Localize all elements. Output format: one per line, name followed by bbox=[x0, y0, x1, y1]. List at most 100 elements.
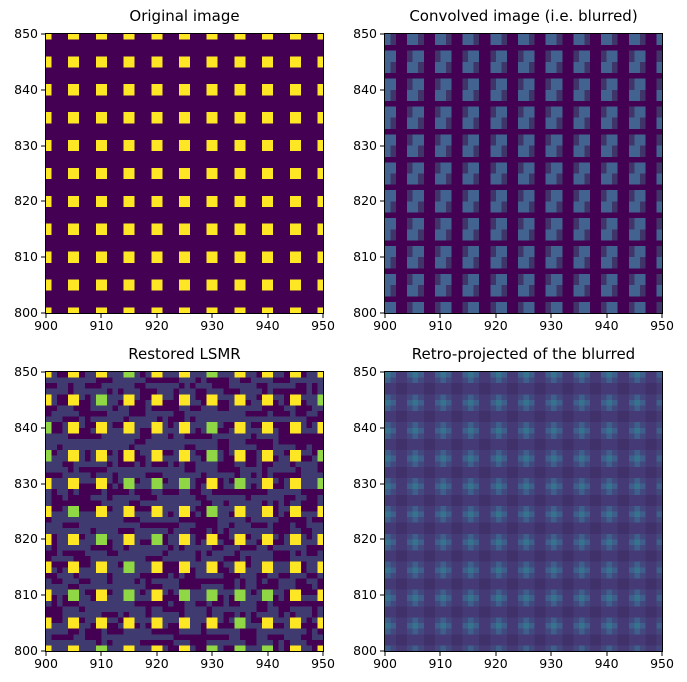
x-tick-label: 940 bbox=[255, 656, 280, 671]
x-tick-mark bbox=[439, 314, 441, 318]
y-tick-mark bbox=[41, 483, 45, 485]
x-tick-label: 910 bbox=[89, 318, 114, 333]
x-tick-mark bbox=[661, 652, 663, 656]
y-tick-label: 810 bbox=[353, 249, 377, 265]
x-tick-mark bbox=[384, 314, 386, 318]
y-tick-mark bbox=[380, 427, 384, 429]
y-tick-label: 850 bbox=[14, 26, 38, 41]
x-tick-label: 920 bbox=[483, 656, 508, 671]
x-tick-label: 900 bbox=[373, 318, 397, 333]
y-tick-mark bbox=[41, 33, 45, 35]
y-tick-mark bbox=[380, 650, 384, 652]
y-tick-mark bbox=[41, 200, 45, 202]
x-tick-mark bbox=[322, 652, 324, 656]
x-tick-mark bbox=[322, 314, 324, 318]
original-image-heatmap bbox=[46, 34, 323, 313]
x-tick-label: 900 bbox=[373, 656, 397, 671]
x-tick-mark bbox=[439, 652, 441, 656]
x-tick-label: 940 bbox=[255, 318, 280, 333]
y-tick-mark bbox=[380, 371, 384, 373]
x-tick-label: 950 bbox=[650, 318, 674, 333]
restored-lsmr-heatmap bbox=[46, 372, 323, 651]
x-tick-mark bbox=[661, 314, 663, 318]
x-tick-label: 910 bbox=[428, 318, 453, 333]
y-tick-label: 830 bbox=[14, 475, 38, 491]
x-tick-mark bbox=[267, 652, 269, 656]
x-tick-mark bbox=[384, 652, 386, 656]
x-tick-mark bbox=[267, 314, 269, 318]
y-tick-mark bbox=[41, 594, 45, 596]
subplot-retro-projected: Retro-projected of the blurred 900 910 920… bbox=[353, 345, 674, 671]
y-tick-mark bbox=[41, 312, 45, 314]
y-tick-label: 830 bbox=[353, 137, 377, 153]
y-tick-mark bbox=[380, 594, 384, 596]
x-tick-mark bbox=[606, 314, 608, 318]
x-tick-mark bbox=[45, 652, 47, 656]
y-tick-label: 810 bbox=[14, 587, 38, 603]
y-tick-label: 840 bbox=[353, 419, 377, 435]
y-tick-mark bbox=[41, 256, 45, 258]
subplot-convolved: Convolved image (i.e. blurred) 900 910 920… bbox=[353, 7, 674, 333]
x-tick-label: 920 bbox=[483, 318, 508, 333]
x-tick-mark bbox=[156, 314, 158, 318]
y-tick-label: 820 bbox=[353, 193, 377, 209]
subplot-original: Original image 900 910 920 930 940 950 850 840 8… bbox=[14, 7, 335, 333]
y-tick-mark bbox=[380, 483, 384, 485]
plot-title-convolved: Convolved image (i.e. blurred) bbox=[409, 7, 638, 25]
x-tick-label: 900 bbox=[34, 656, 58, 671]
plot-title-retro-projected: Retro-projected of the blurred bbox=[411, 345, 636, 363]
x-tick-mark bbox=[100, 314, 102, 318]
x-tick-label: 920 bbox=[144, 656, 169, 671]
y-tick-mark bbox=[380, 538, 384, 540]
y-tick-label: 840 bbox=[14, 419, 38, 435]
y-tick-label: 810 bbox=[353, 587, 377, 603]
x-tick-label: 930 bbox=[539, 656, 564, 671]
y-tick-label: 830 bbox=[353, 475, 377, 491]
y-tick-mark bbox=[41, 145, 45, 147]
y-tick-mark bbox=[41, 650, 45, 652]
retro-projected-heatmap bbox=[385, 372, 662, 651]
x-tick-label: 950 bbox=[311, 656, 335, 671]
x-tick-label: 940 bbox=[594, 656, 619, 671]
x-tick-mark bbox=[495, 314, 497, 318]
y-tick-mark bbox=[380, 89, 384, 91]
x-tick-label: 950 bbox=[311, 318, 335, 333]
y-tick-label: 840 bbox=[353, 81, 377, 97]
y-tick-label: 820 bbox=[353, 531, 377, 547]
x-tick-mark bbox=[100, 652, 102, 656]
y-tick-mark bbox=[380, 145, 384, 147]
plot-title-restored-lsmr: Restored LSMR bbox=[128, 345, 241, 363]
x-tick-label: 910 bbox=[428, 656, 453, 671]
y-tick-label: 850 bbox=[353, 364, 377, 379]
x-tick-label: 930 bbox=[539, 318, 564, 333]
x-tick-mark bbox=[606, 652, 608, 656]
y-tick-label: 840 bbox=[14, 81, 38, 97]
y-tick-label: 800 bbox=[14, 643, 38, 658]
y-tick-mark bbox=[41, 427, 45, 429]
y-tick-label: 820 bbox=[14, 193, 38, 209]
x-tick-mark bbox=[156, 652, 158, 656]
x-tick-label: 930 bbox=[200, 656, 225, 671]
x-tick-mark bbox=[495, 652, 497, 656]
y-tick-label: 830 bbox=[14, 137, 38, 153]
y-tick-label: 800 bbox=[353, 643, 377, 658]
y-tick-label: 800 bbox=[353, 305, 377, 320]
x-tick-label: 940 bbox=[594, 318, 619, 333]
x-tick-label: 930 bbox=[200, 318, 225, 333]
y-tick-mark bbox=[380, 312, 384, 314]
x-tick-label: 900 bbox=[34, 318, 58, 333]
y-tick-label: 800 bbox=[14, 305, 38, 320]
y-tick-label: 810 bbox=[14, 249, 38, 265]
y-tick-label: 850 bbox=[353, 26, 377, 41]
subplot-restored-lsmr: Restored LSMR 900 910 920 930 940 950 850 840 83… bbox=[14, 345, 335, 671]
y-tick-mark bbox=[41, 89, 45, 91]
x-tick-mark bbox=[550, 652, 552, 656]
x-tick-mark bbox=[211, 652, 213, 656]
y-tick-mark bbox=[41, 538, 45, 540]
y-tick-mark bbox=[380, 33, 384, 35]
x-tick-mark bbox=[550, 314, 552, 318]
y-tick-mark bbox=[41, 371, 45, 373]
x-tick-mark bbox=[45, 314, 47, 318]
x-tick-label: 920 bbox=[144, 318, 169, 333]
